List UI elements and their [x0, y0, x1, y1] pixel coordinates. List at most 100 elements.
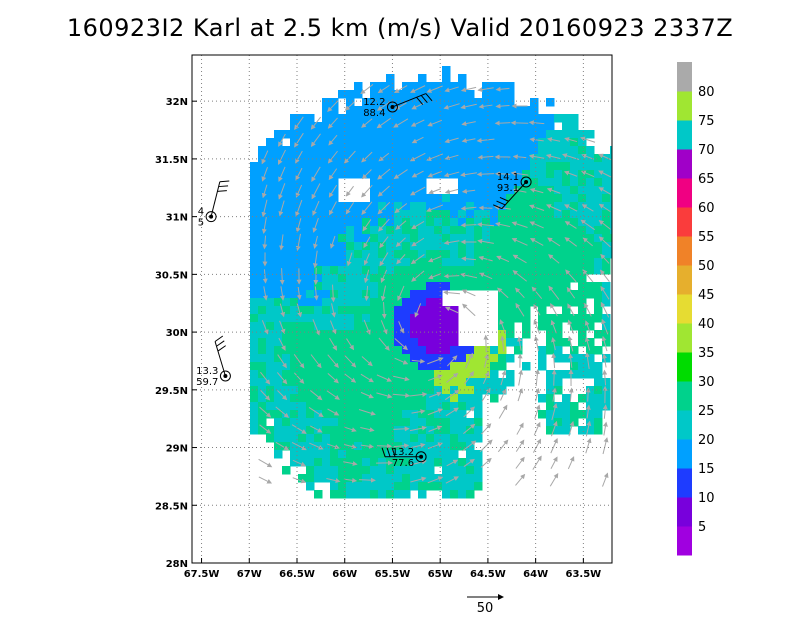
wind-speed-cell: [490, 170, 499, 179]
wind-speed-cell: [322, 450, 331, 459]
wind-speed-cell: [490, 274, 499, 283]
wind-speed-cell: [562, 122, 571, 131]
wind-speed-cell: [346, 234, 355, 243]
wind-vector: [361, 169, 372, 180]
wind-speed-cell: [322, 410, 331, 419]
wind-barb-staff: [210, 181, 221, 217]
wind-speed-cell: [506, 218, 515, 227]
wind-speed-cell: [346, 266, 355, 275]
wind-speed-cell: [602, 354, 611, 363]
wind-speed-cell: [266, 354, 275, 363]
wind-speed-cell: [402, 274, 411, 283]
wind-speed-cell: [266, 210, 275, 219]
wind-vector: [345, 202, 355, 215]
wind-speed-cell: [554, 322, 563, 331]
wind-speed-cell: [474, 386, 483, 395]
wind-speed-cell: [538, 274, 547, 283]
wind-speed-cell: [306, 426, 315, 435]
wind-speed-cell: [394, 130, 403, 139]
wind-speed-cell: [338, 322, 347, 331]
wind-speed-cell: [322, 418, 331, 427]
wind-vector: [461, 188, 476, 194]
colorbar-swatch: [677, 410, 692, 440]
wind-speed-cell: [506, 194, 515, 203]
wind-speed-cell: [490, 218, 499, 227]
wind-vector: [601, 318, 609, 335]
wind-vector: [516, 422, 524, 435]
wind-speed-cell: [362, 258, 371, 267]
wind-speed-cell: [322, 250, 331, 259]
wind-speed-cell: [346, 370, 355, 379]
wind-vector: [328, 168, 338, 181]
wind-speed-cell: [330, 290, 339, 299]
wind-speed-cell: [402, 250, 411, 259]
colorbar-label: 65: [698, 172, 715, 187]
wind-speed-cell: [482, 82, 491, 91]
wind-speed-cell: [594, 330, 603, 339]
wind-speed-cell: [290, 194, 299, 203]
wind-speed-cell: [306, 282, 315, 291]
wind-vector: [461, 289, 476, 297]
wind-speed-cell: [290, 410, 299, 419]
wind-speed-cell: [530, 226, 539, 235]
wind-speed-cell: [562, 202, 571, 211]
wind-speed-cell: [586, 290, 595, 299]
colorbar-swatch: [677, 91, 692, 121]
wind-speed-cell: [538, 226, 547, 235]
wind-speed-cell: [394, 482, 403, 491]
wind-barb-feather: [416, 96, 424, 105]
wind-speed-cell: [394, 346, 403, 355]
wind-speed-cell: [474, 346, 483, 355]
y-tick-label: 29N: [166, 444, 188, 455]
wind-speed-cell: [482, 362, 491, 371]
wind-vector: [546, 187, 561, 194]
colorbar-label: 80: [698, 85, 715, 100]
wind-speed-cell: [578, 330, 587, 339]
wind-speed-cell: [546, 338, 555, 347]
wind-speed-cell: [410, 178, 419, 187]
wind-speed-cell: [578, 410, 587, 419]
wind-speed-cell: [322, 258, 331, 267]
wind-speed-cell: [506, 114, 515, 123]
wind-speed-cell: [330, 194, 339, 203]
wind-speed-cell: [370, 394, 379, 403]
wind-speed-cell: [290, 338, 299, 347]
wind-speed-cell: [418, 490, 427, 499]
wind-speed-cell: [602, 162, 611, 171]
wind-speed-cell: [298, 450, 307, 459]
wind-vector: [277, 354, 287, 369]
wind-speed-cell: [490, 106, 499, 115]
wind-speed-cell: [290, 210, 299, 219]
wind-speed-cell: [490, 98, 499, 107]
wind-speed-cell: [538, 306, 547, 315]
wind-speed-cell: [474, 202, 483, 211]
wind-vector: [529, 221, 544, 229]
wind-speed-cell: [378, 130, 387, 139]
wind-vector: [602, 353, 608, 368]
wind-speed-cell: [530, 114, 539, 123]
wind-speed-cell: [274, 338, 283, 347]
wind-speed-cell: [378, 202, 387, 211]
wind-speed-cell: [346, 226, 355, 235]
wind-vector: [602, 472, 609, 487]
wind-speed-cell: [330, 426, 339, 435]
wind-speed-cell: [578, 234, 587, 243]
wind-speed-cell: [546, 138, 555, 147]
wind-speed-cell: [370, 474, 379, 483]
wind-speed-cell: [418, 242, 427, 251]
wind-speed-cell: [378, 474, 387, 483]
wind-speed-cell: [402, 410, 411, 419]
wind-speed-cell: [274, 346, 283, 355]
wind-speed-cell: [562, 426, 571, 435]
wind-speed-cell: [402, 162, 411, 171]
wind-vector: [598, 203, 611, 213]
wind-speed-cell: [522, 266, 531, 275]
wind-speed-cell: [394, 226, 403, 235]
wind-vector: [410, 119, 425, 127]
wind-vector: [494, 171, 511, 177]
wind-speed-cell: [370, 370, 379, 379]
wind-speed-cell: [346, 274, 355, 283]
wind-speed-cell: [306, 442, 315, 451]
wind-speed-cell: [530, 282, 539, 291]
wind-speed-cell: [306, 386, 315, 395]
